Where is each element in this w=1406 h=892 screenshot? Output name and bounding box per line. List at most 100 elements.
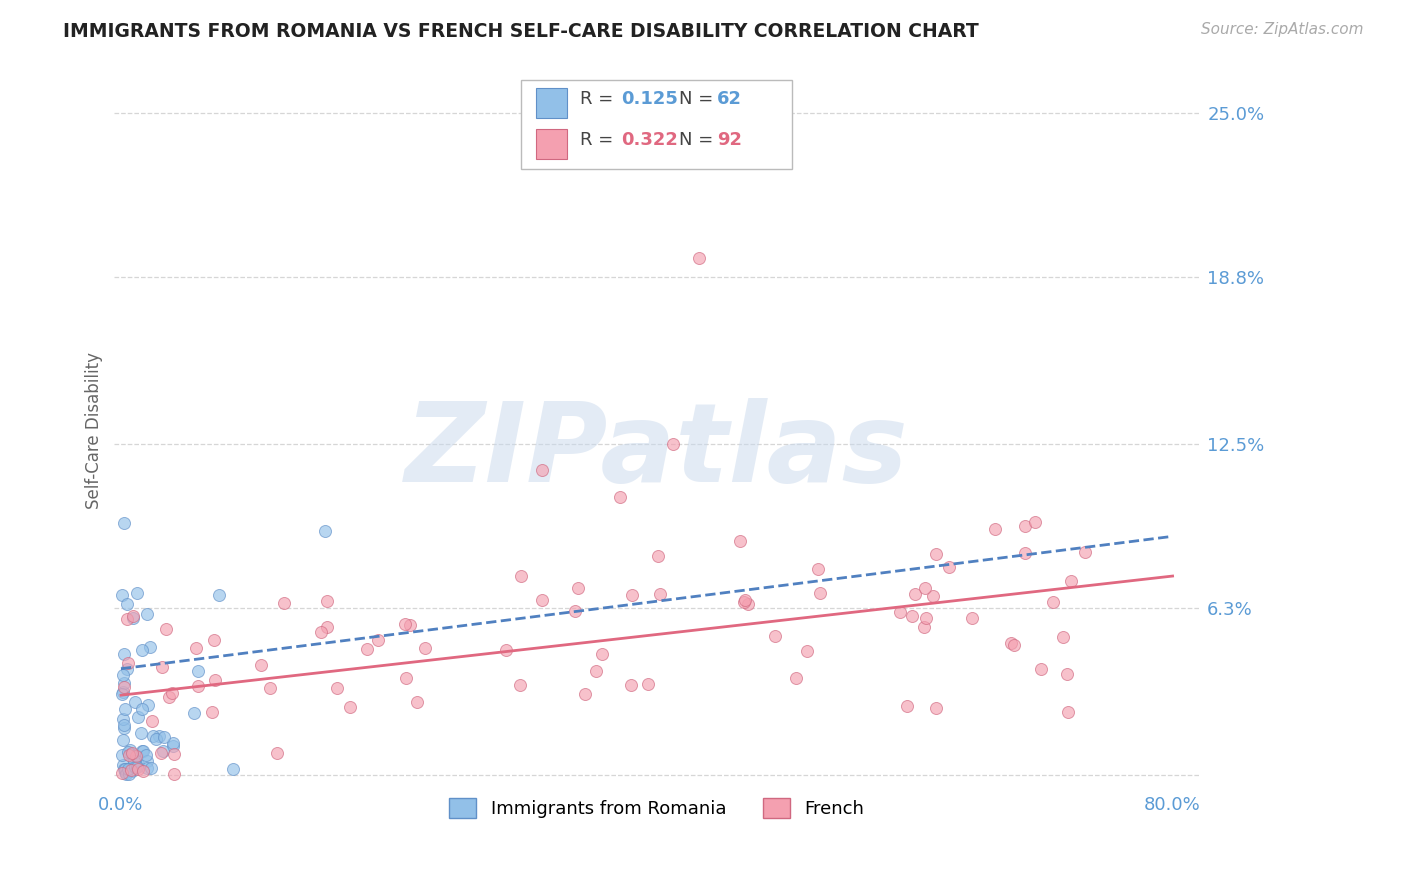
Point [367, 632, 389, 647]
Point [124, 760, 146, 774]
Text: 0.322: 0.322 [621, 131, 678, 149]
Point [132, 744, 155, 758]
Point [1042, 595, 1064, 609]
Point [187, 664, 209, 678]
Point [314, 524, 336, 538]
Point [117, 656, 139, 670]
FancyBboxPatch shape [536, 128, 567, 159]
Point [111, 757, 134, 772]
Point [162, 747, 184, 761]
Point [208, 588, 231, 602]
Point [309, 625, 332, 640]
Point [111, 732, 134, 747]
Point [620, 678, 643, 692]
Y-axis label: Self-Care Disability: Self-Care Disability [86, 352, 103, 509]
Point [114, 764, 136, 779]
Text: 62: 62 [717, 90, 742, 108]
Point [111, 668, 134, 682]
Point [564, 604, 586, 618]
Text: IMMIGRANTS FROM ROMANIA VS FRENCH SELF-CARE DISABILITY CORRELATION CHART: IMMIGRANTS FROM ROMANIA VS FRENCH SELF-C… [63, 22, 979, 41]
Point [1000, 636, 1022, 650]
Point [142, 729, 165, 743]
Point [112, 718, 135, 732]
Point [339, 699, 361, 714]
Point [662, 436, 685, 450]
Point [141, 714, 163, 728]
Point [204, 673, 226, 687]
Point [115, 597, 138, 611]
Point [121, 764, 143, 778]
Point [131, 726, 153, 740]
Point [110, 747, 132, 762]
Point [115, 767, 138, 781]
Point [509, 678, 531, 692]
Point [117, 762, 139, 776]
Point [399, 618, 422, 632]
Point [733, 595, 755, 609]
Point [136, 761, 159, 775]
Point [145, 731, 167, 746]
Point [394, 617, 416, 632]
Point [120, 762, 142, 776]
Point [567, 581, 589, 595]
Point [356, 641, 378, 656]
Text: N =: N = [679, 131, 720, 149]
Point [530, 463, 553, 477]
Text: 0.125: 0.125 [621, 90, 678, 108]
Point [112, 647, 135, 661]
Point [117, 767, 139, 781]
Point [325, 681, 347, 695]
Point [120, 743, 142, 757]
Point [495, 643, 517, 657]
FancyBboxPatch shape [536, 87, 567, 118]
Point [162, 736, 184, 750]
Point [111, 588, 134, 602]
Point [152, 743, 174, 757]
Point [202, 633, 225, 648]
Point [510, 569, 533, 583]
Point [796, 643, 818, 657]
Point [148, 729, 170, 743]
Point [121, 611, 143, 625]
Point [609, 490, 631, 504]
Point [139, 640, 162, 655]
Point [112, 516, 135, 530]
Point [889, 606, 911, 620]
Point [153, 731, 176, 745]
Point [1056, 667, 1078, 681]
Point [984, 522, 1007, 536]
Point [250, 658, 273, 673]
Point [132, 764, 155, 778]
Point [201, 705, 224, 719]
Point [124, 759, 146, 773]
Point [922, 589, 945, 603]
Point [183, 706, 205, 720]
Point [1029, 662, 1052, 676]
Point [135, 747, 157, 762]
Point [117, 611, 139, 625]
Point [114, 701, 136, 715]
Point [162, 739, 184, 754]
Point [162, 766, 184, 780]
Point [688, 252, 710, 266]
Point [127, 757, 149, 772]
Point [117, 745, 139, 759]
Point [650, 587, 672, 601]
Point [136, 698, 159, 712]
FancyBboxPatch shape [522, 80, 792, 169]
Point [114, 765, 136, 780]
Point [912, 620, 935, 634]
Point [1060, 574, 1083, 589]
Point [131, 702, 153, 716]
Point [135, 607, 157, 621]
Point [139, 761, 162, 775]
Point [316, 620, 339, 634]
Text: Source: ZipAtlas.com: Source: ZipAtlas.com [1201, 22, 1364, 37]
Point [1052, 631, 1074, 645]
Point [637, 677, 659, 691]
Point [806, 562, 828, 576]
Point [115, 662, 138, 676]
Point [121, 746, 143, 760]
Point [915, 611, 938, 625]
Point [316, 594, 339, 608]
